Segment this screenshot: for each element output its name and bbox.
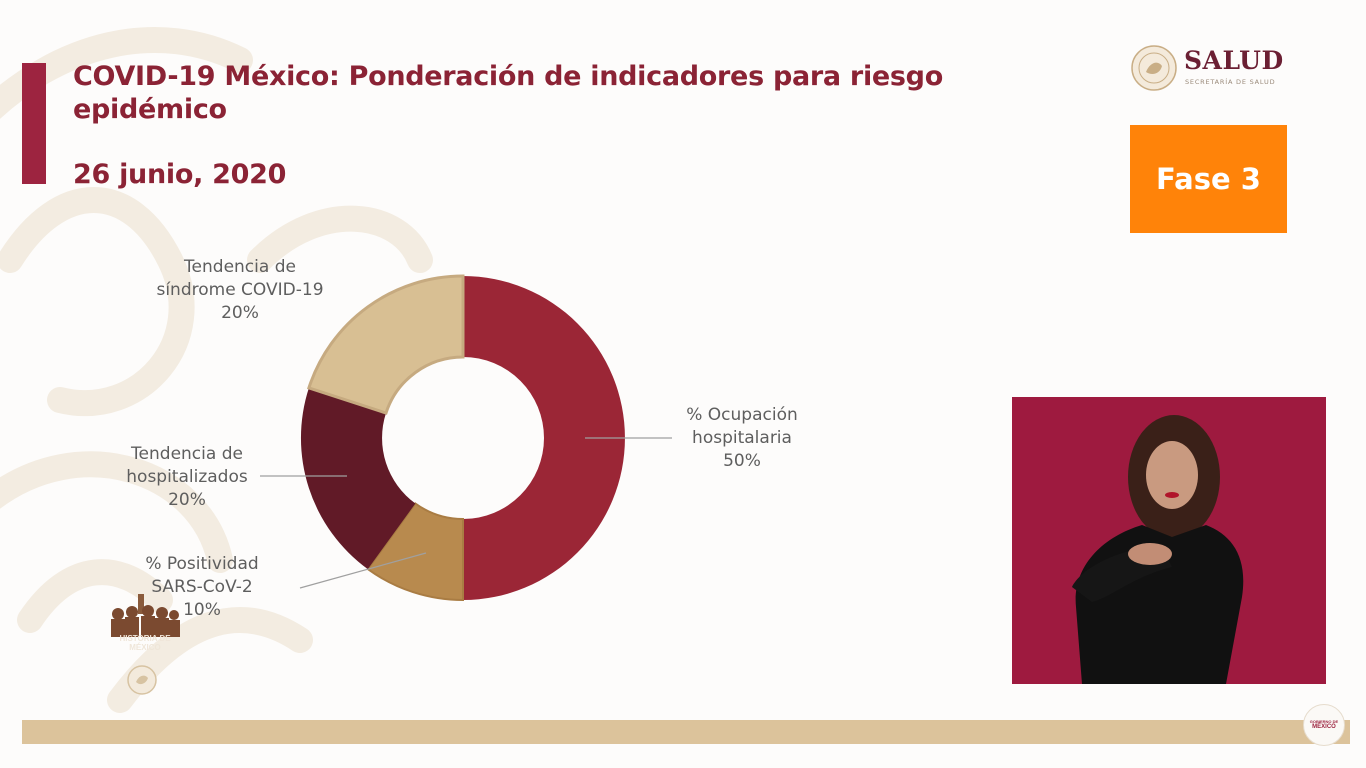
sign-language-interpreter-video: [1012, 397, 1326, 684]
mexico-coat-of-arms-icon: [1131, 45, 1177, 91]
salud-logo: SALUD SECRETARÍA DE SALUD: [1128, 42, 1298, 96]
gobierno-de-mexico-badge: GOBIERNO DE MÉXICO: [1303, 704, 1345, 746]
slice-tendencia-sindrome: [307, 274, 465, 415]
footer-strip: [22, 720, 1350, 744]
label-tendencia-hospitalizados: Tendencia de hospitalizados 20%: [126, 444, 248, 510]
historic-caption: HISTORIA DE MÉXICO: [119, 634, 171, 652]
title-accent-bar: [22, 63, 46, 184]
label-tendencia-sindrome: Tendencia de síndrome COVID-19 20%: [156, 257, 324, 323]
phase-badge-label: Fase 3: [1156, 162, 1261, 196]
slice-ocupacion-hospitalaria: [463, 276, 625, 600]
slide-title: COVID-19 México: Ponderación de indicado…: [73, 61, 943, 125]
label-positividad: % Positividad SARS-CoV-2 10%: [145, 554, 259, 620]
donut-chart: [260, 274, 672, 602]
mexico-seal-icon: [127, 665, 157, 695]
salud-wordmark: SALUD: [1184, 46, 1284, 75]
salud-subtitle: SECRETARÍA DE SALUD: [1185, 78, 1276, 86]
slide-date: 26 junio, 2020: [73, 159, 287, 190]
label-ocupacion-hospitalaria: % Ocupación hospitalaria 50%: [686, 405, 798, 471]
slice-tendencia-hospitalizados: [300, 387, 416, 570]
interpreter-figure: [1072, 415, 1244, 684]
historic-figures-emblem-icon: [111, 594, 180, 637]
phase-badge: Fase 3: [1130, 125, 1287, 233]
leader-line-positividad: [299, 552, 427, 589]
